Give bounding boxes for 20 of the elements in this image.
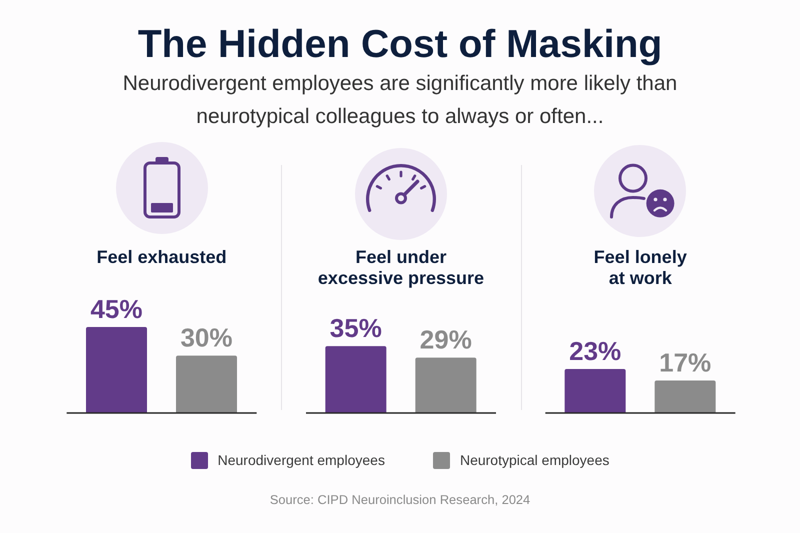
bar: [176, 356, 237, 413]
x-tick-label: Feel lonely at work: [594, 247, 687, 288]
bar: [564, 369, 626, 413]
data-label: 30%: [180, 322, 233, 353]
x-tick-label: Feel exhausted: [96, 247, 227, 267]
data-label: 45%: [90, 294, 143, 324]
data-label: 23%: [569, 336, 622, 366]
chart-subtitle: Neurodivergent employees are significantly more likely than neurotypical colleagues to always or often...: [122, 71, 678, 130]
data-label: 29%: [420, 324, 472, 355]
data-label: 17%: [659, 348, 712, 378]
bar: [654, 380, 716, 413]
legend-label: Neurodivergent employees: [218, 452, 385, 468]
source-note: Source: CIPD Neuroinclusion Research, 2024: [268, 491, 532, 509]
x-tick-label: Feel under excessive pressure: [318, 247, 484, 288]
bar: [86, 327, 147, 413]
chart-title: The Hidden Cost of Masking: [136, 22, 664, 68]
legend-label: Neurotypical employees: [460, 452, 610, 468]
bar: [415, 358, 476, 413]
bar: [325, 346, 386, 413]
data-label: 35%: [330, 313, 382, 344]
